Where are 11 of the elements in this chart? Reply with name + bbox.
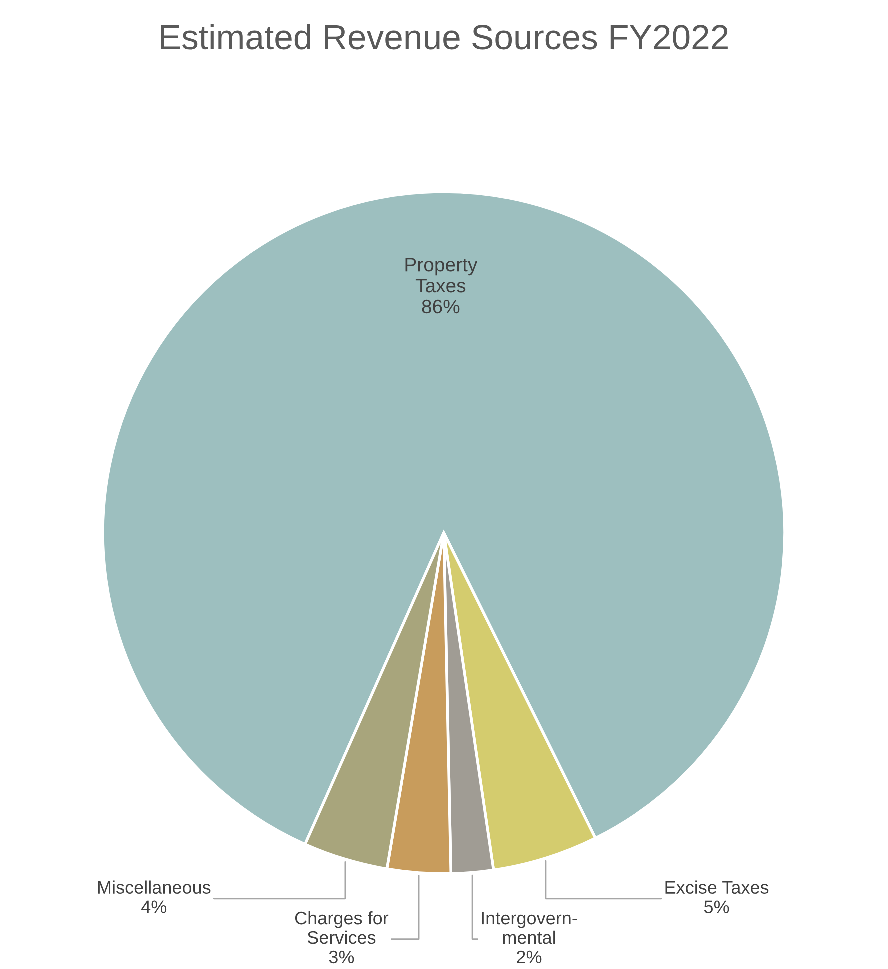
slice-label: Miscellaneous bbox=[98, 880, 211, 894]
data-label: 2% bbox=[517, 950, 542, 964]
slice-label: Property Taxes bbox=[406, 258, 478, 293]
slice-label: Charges for Services bbox=[295, 911, 389, 944]
data-label: 86% bbox=[422, 300, 460, 314]
data-label: 4% bbox=[142, 900, 167, 914]
slice-label: Intergovern- mental bbox=[482, 912, 578, 944]
data-label: 5% bbox=[704, 900, 730, 914]
chart-title: Estimated Revenue Sources FY2022 bbox=[161, 24, 728, 50]
data-label: 3% bbox=[329, 950, 354, 964]
slice-label: Excise Taxes bbox=[666, 880, 769, 894]
